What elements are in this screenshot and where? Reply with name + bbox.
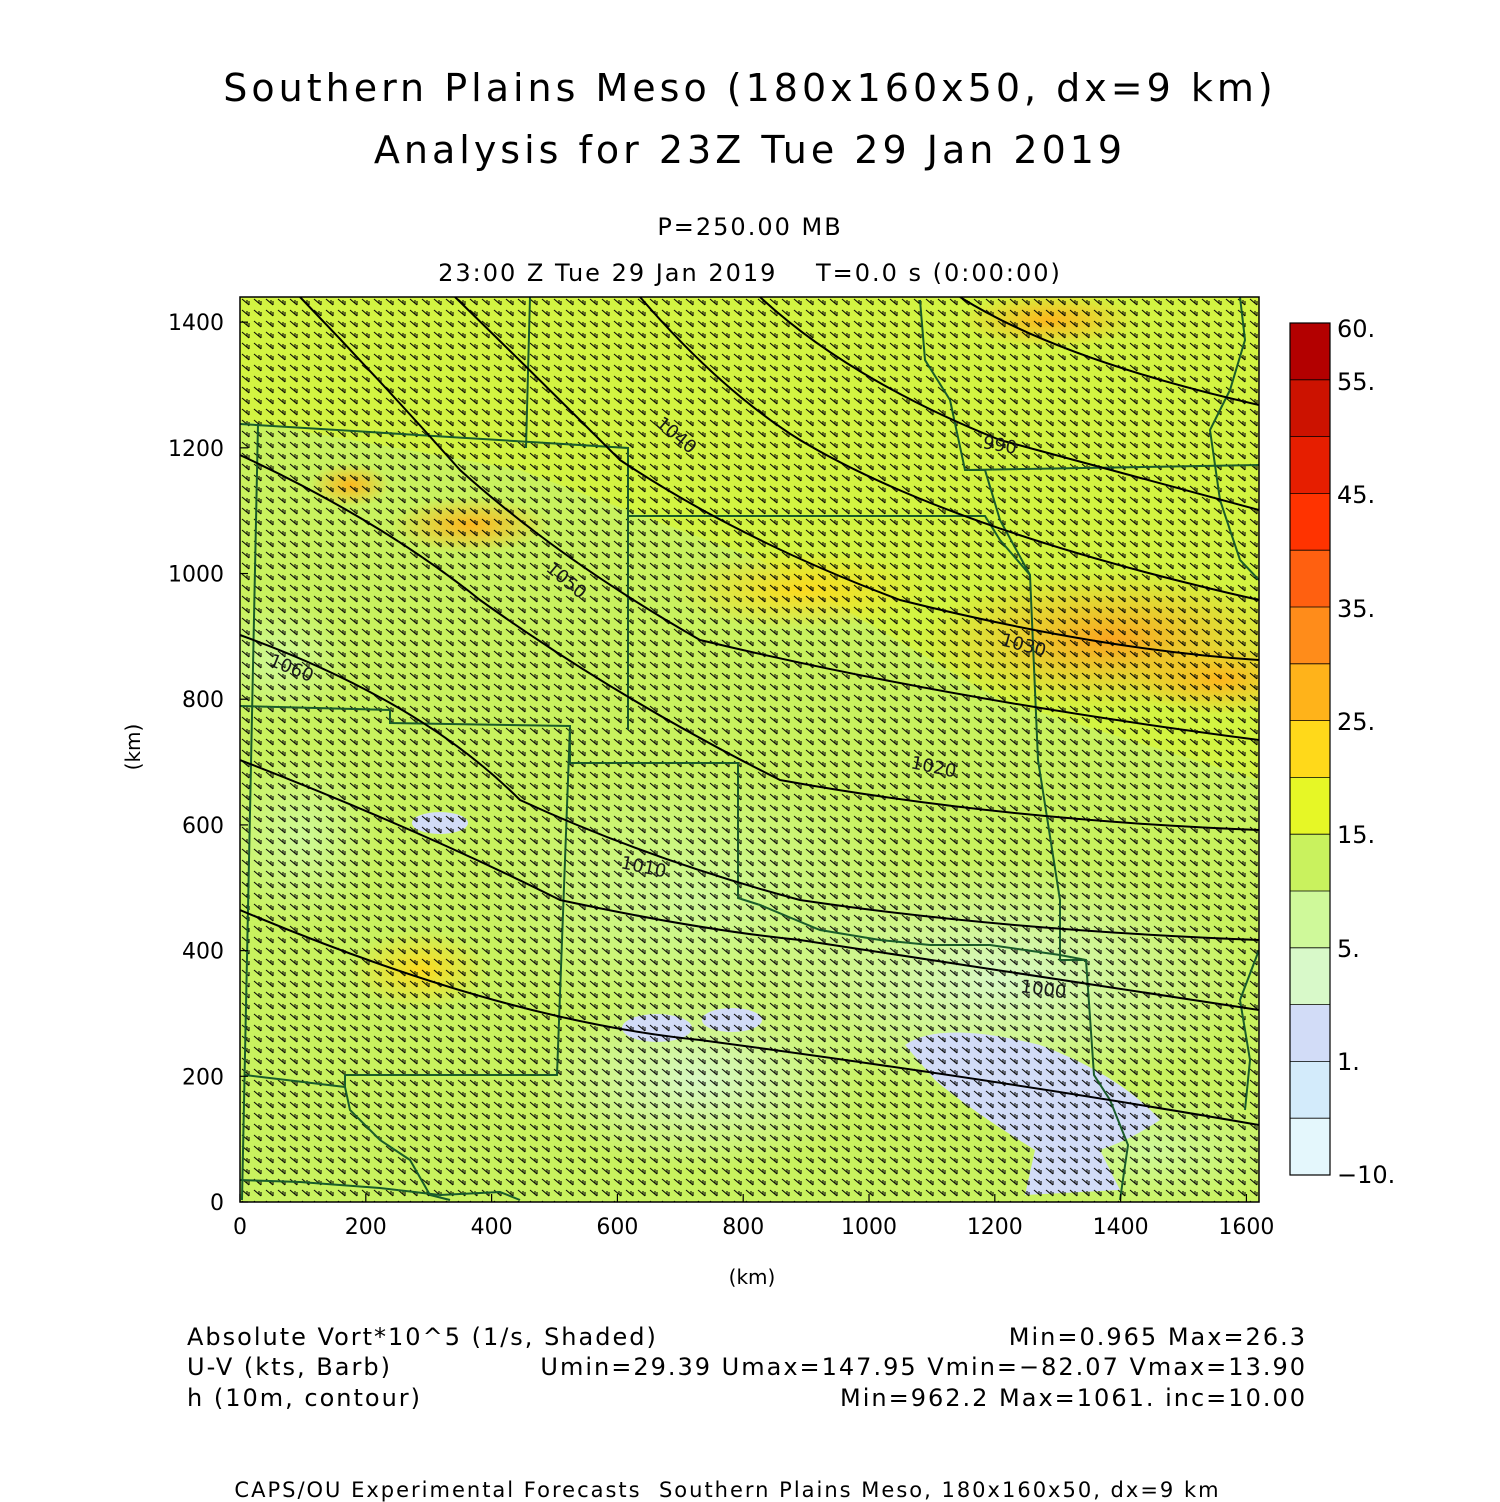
legend-contour-range: Min=962.2 Max=1061. inc=10.00 (840, 1384, 1307, 1412)
x-axis: 0 200 400 600 800 1000 1200 1400 1600 (233, 1194, 1274, 1240)
colorbar (1290, 323, 1330, 1176)
colorbar-swatch (1290, 947, 1330, 1006)
height-contour (240, 909, 1259, 1126)
legend-shaded-name: Absolute Vort*10^5 (1/s, Shaded) (187, 1323, 658, 1351)
state-boundary (1238, 949, 1259, 1111)
x-tick-label: 600 (596, 1215, 638, 1240)
colorbar-swatch (1290, 663, 1330, 722)
legend-barb-range: Umin=29.39 Umax=147.95 Vmin=−82.07 Vmax=… (540, 1353, 1307, 1381)
height-contour (639, 297, 1259, 601)
state-boundary (1037, 759, 1130, 1201)
colorbar-label: 1. (1337, 1048, 1360, 1076)
vorticity-shading (240, 297, 1259, 1202)
state-boundary (244, 725, 571, 1089)
colorbar-swatch (1290, 493, 1330, 551)
height-contour (240, 759, 1259, 1011)
y-tick-label: 400 (182, 940, 224, 965)
legend-contour-name: h (10m, contour) (187, 1384, 423, 1412)
colorbar-label: 5. (1337, 935, 1360, 963)
height-contour (759, 297, 1259, 511)
state-boundary (1208, 297, 1259, 581)
colorbar-swatch (1290, 550, 1330, 608)
height-contour (240, 634, 1259, 941)
colorbar-label: 55. (1337, 368, 1375, 396)
height-contour (454, 297, 1259, 661)
colorbar-swatch (1290, 777, 1330, 835)
credit-line: CAPS/OU Experimental Forecasts Southern … (234, 1478, 1221, 1502)
x-tick-label: 1600 (1218, 1215, 1274, 1240)
colorbar-swatch (1290, 379, 1330, 438)
colorbar-swatch (1290, 891, 1330, 949)
y-tick-label: 1000 (168, 563, 224, 588)
y-tick-label: 1400 (168, 311, 224, 336)
title-line-1: Southern Plains Meso (180x160x50, dx=9 k… (223, 66, 1277, 110)
colorbar-swatch (1290, 720, 1330, 778)
colorbar-swatch (1290, 1061, 1330, 1119)
x-tick-label: 400 (471, 1215, 513, 1240)
y-tick-label: 1200 (168, 437, 224, 462)
height-contours (240, 297, 1259, 1126)
y-tick-label: 200 (182, 1065, 224, 1090)
y-tick-label: 600 (182, 814, 224, 839)
colorbar-swatch (1290, 1118, 1330, 1176)
colorbar-swatch (1290, 834, 1330, 892)
x-tick-label: 1400 (1093, 1215, 1149, 1240)
state-boundary (240, 705, 1087, 961)
colorbar-label: 60. (1337, 315, 1375, 343)
colorbar-swatch (1290, 1004, 1330, 1062)
colorbar-label: 45. (1337, 481, 1375, 509)
state-boundary (525, 297, 531, 449)
legend-shaded-range: Min=0.965 Max=26.3 (1008, 1323, 1307, 1351)
valid-time-label: 23:00 Z Tue 29 Jan 2019 T=0.0 s (0:00:00… (438, 259, 1062, 287)
state-boundary (628, 515, 1039, 761)
height-contour (299, 297, 1259, 741)
colorbar-labels: 60. 55. 45. 35. 25. 15. 5. 1. −10. (1337, 315, 1395, 1189)
state-boundary (240, 423, 629, 730)
state-boundaries (240, 297, 1259, 1201)
colorbar-swatch (1290, 607, 1330, 665)
x-tick-label: 1000 (841, 1215, 897, 1240)
x-axis-label: (km) (729, 1265, 776, 1289)
y-axis: 0 200 400 600 800 1000 1200 1400 (168, 311, 248, 1216)
colorbar-frame (1289, 322, 1331, 1176)
plot-frame (239, 296, 1260, 1203)
colorbar-label: 25. (1337, 708, 1375, 736)
map-figure: 1060 1050 1040 1030 1020 1010 1000 990 0… (121, 296, 1395, 1289)
colorbar-label: −10. (1337, 1161, 1395, 1189)
y-axis-label: (km) (121, 724, 145, 771)
state-boundary (240, 1179, 521, 1201)
height-contour (959, 297, 1259, 406)
state-boundary (964, 464, 1259, 471)
colorbar-label: 35. (1337, 595, 1375, 623)
x-tick-label: 800 (722, 1215, 764, 1240)
x-tick-label: 1200 (967, 1215, 1023, 1240)
colorbar-swatch (1290, 323, 1330, 381)
colorbar-swatch (1290, 436, 1330, 494)
colorbar-label: 15. (1337, 821, 1375, 849)
height-contour (240, 454, 1259, 831)
x-tick-label: 0 (233, 1215, 247, 1240)
title-line-2: Analysis for 23Z Tue 29 Jan 2019 (373, 128, 1127, 172)
level-label: P=250.00 MB (657, 213, 843, 241)
y-tick-label: 0 (210, 1191, 224, 1216)
legend-barb-name: U-V (kts, Barb) (187, 1353, 392, 1381)
state-boundary (344, 1086, 451, 1201)
state-boundary (241, 423, 259, 1201)
x-tick-label: 200 (345, 1215, 387, 1240)
y-tick-label: 800 (182, 688, 224, 713)
